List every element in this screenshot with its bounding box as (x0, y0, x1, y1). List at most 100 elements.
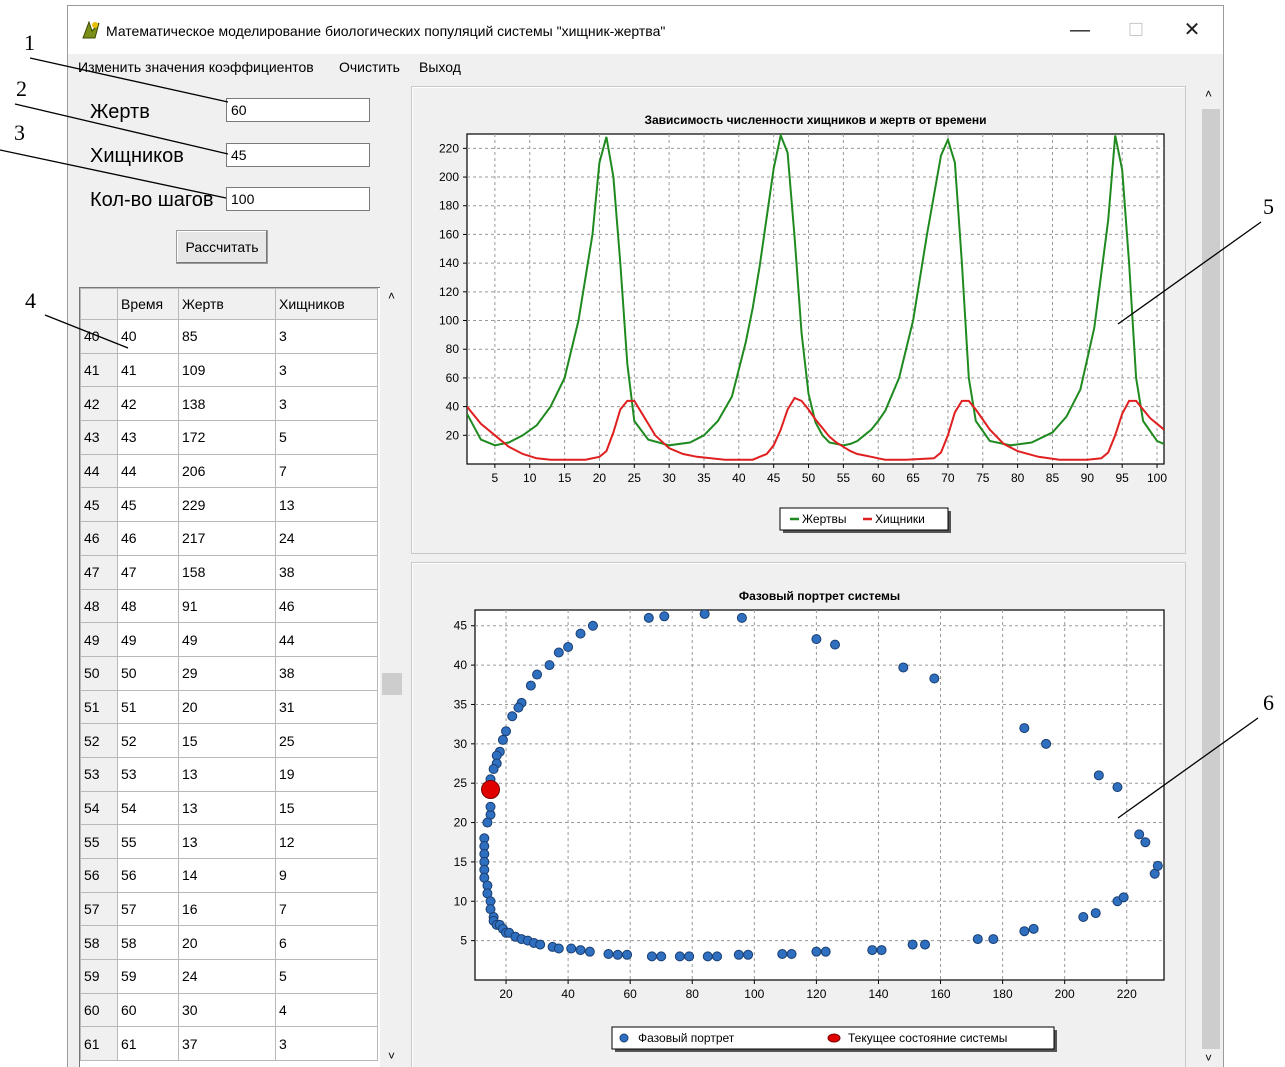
table-row[interactable]: 45 45 229 13 (80, 487, 378, 523)
table-row[interactable]: 42 42 138 3 (80, 386, 378, 422)
table-cell[interactable]: 3 (275, 386, 378, 422)
table-row[interactable]: 54 54 13 15 (80, 790, 378, 826)
table-row[interactable]: 58 58 20 6 (80, 925, 378, 961)
table-scrollbar[interactable]: ˄ ˅ (380, 287, 406, 1067)
table-cell[interactable]: 24 (275, 521, 378, 556)
table-cell[interactable]: 3 (275, 1026, 378, 1062)
table-row[interactable]: 43 43 172 5 (80, 420, 378, 455)
window-scroll-thumb[interactable] (1202, 109, 1220, 1049)
scroll-down-icon[interactable]: ˅ (1205, 1051, 1213, 1065)
table-cell[interactable]: 58 (117, 925, 179, 961)
table-cell[interactable]: 56 (117, 858, 179, 893)
table-cell[interactable]: 46 (275, 588, 378, 624)
table-cell[interactable]: 46 (117, 521, 179, 556)
calculate-button[interactable]: Рассчитать (176, 230, 268, 264)
chart-legend: Фазовый портрет Текущее состояние системы (611, 1026, 1057, 1052)
table-row[interactable]: 51 51 20 31 (80, 689, 378, 725)
table-row[interactable]: 52 52 15 25 (80, 723, 378, 758)
phase-point (699, 610, 710, 619)
table-cell[interactable]: 51 (117, 689, 179, 725)
table-cell[interactable]: 54 (117, 790, 179, 826)
table-row[interactable]: 46 46 217 24 (80, 521, 378, 556)
table-cell[interactable]: 217 (178, 521, 276, 556)
row-header-cell[interactable]: 59 (80, 959, 118, 994)
menu-clear[interactable]: Очистить (339, 59, 400, 75)
x-tick-label: 10 (523, 471, 537, 485)
table-cell[interactable]: 6 (275, 925, 378, 961)
table-row[interactable]: 60 60 30 4 (80, 992, 378, 1028)
table-cell[interactable]: 4 (275, 992, 378, 1028)
row-header-cell[interactable]: 52 (80, 723, 118, 758)
table-cell[interactable]: 52 (117, 723, 179, 758)
table-row[interactable]: 59 59 24 5 (80, 959, 378, 994)
legend-label: Жертвы (802, 512, 847, 526)
table-header-corner (80, 288, 118, 320)
row-header-cell[interactable]: 46 (80, 521, 118, 556)
table-cell[interactable]: 3 (275, 319, 378, 354)
row-header-cell[interactable]: 58 (80, 925, 118, 961)
table-header-predators[interactable]: Хищников (275, 288, 378, 320)
app-icon (82, 20, 100, 39)
table-cell[interactable]: 109 (178, 352, 276, 388)
table-cell[interactable]: 206 (178, 453, 276, 489)
row-header-cell[interactable]: 54 (80, 790, 118, 826)
table-row[interactable]: 61 61 37 3 (80, 1026, 378, 1062)
row-header-cell[interactable]: 51 (80, 689, 118, 725)
row-header-cell[interactable]: 48 (80, 588, 118, 624)
row-header-cell[interactable]: 50 (80, 655, 118, 691)
table-cell[interactable]: 3 (275, 352, 378, 388)
menu-change-coefficients[interactable]: Изменить значения коэффициентов (78, 59, 314, 75)
title-bar[interactable]: Математическое моделирование биологическ… (68, 6, 1223, 54)
window-scrollbar[interactable]: ˄ ˅ (1199, 81, 1223, 1067)
table-cell[interactable]: 7 (275, 891, 378, 927)
table-cell[interactable]: 13 (275, 487, 378, 523)
maximize-button[interactable]: ☐ (1127, 20, 1145, 40)
table-cell[interactable]: 55 (117, 824, 179, 859)
minimize-button[interactable]: — (1070, 19, 1090, 41)
table-cell[interactable]: 13 (178, 756, 276, 792)
phase-point (553, 943, 564, 954)
annotation-2: 2 (16, 76, 27, 101)
table-cell[interactable]: 57 (117, 891, 179, 927)
table-cell[interactable]: 30 (178, 992, 276, 1028)
table-cell[interactable]: 15 (178, 723, 276, 758)
row-header-cell[interactable]: 60 (80, 992, 118, 1028)
table-row[interactable]: 44 44 206 7 (80, 453, 378, 489)
row-header-cell[interactable]: 53 (80, 756, 118, 792)
prey-input[interactable] (226, 98, 370, 122)
table-cell[interactable]: 47 (117, 554, 179, 590)
steps-input[interactable] (226, 187, 370, 211)
table-cell[interactable]: 49 (117, 622, 179, 657)
table-cell[interactable]: 44 (117, 453, 179, 489)
row-header-cell[interactable]: 49 (80, 622, 118, 657)
row-header-cell[interactable]: 44 (80, 453, 118, 489)
table-cell[interactable]: 5 (275, 959, 378, 994)
menu-exit[interactable]: Выход (419, 59, 461, 75)
table-cell[interactable]: 60 (117, 992, 179, 1028)
table-row[interactable]: 53 53 13 19 (80, 756, 378, 792)
table-row[interactable]: 48 48 91 46 (80, 588, 378, 624)
close-button[interactable]: ✕ (1183, 19, 1201, 41)
table-cell[interactable]: 16 (178, 891, 276, 927)
scroll-down-icon[interactable]: ˅ (388, 1049, 396, 1063)
predator-input[interactable] (226, 143, 370, 167)
table-cell[interactable]: 44 (275, 622, 378, 657)
table-cell[interactable]: 31 (275, 689, 378, 725)
table-cell[interactable]: 61 (117, 1026, 179, 1062)
scroll-up-icon[interactable]: ˄ (388, 289, 396, 303)
table-scroll-thumb[interactable] (382, 673, 402, 695)
table-row[interactable]: 57 57 16 7 (80, 891, 378, 927)
table-cell[interactable]: 20 (178, 689, 276, 725)
table-cell[interactable]: 45 (117, 487, 179, 523)
phase-point (1019, 723, 1030, 734)
table-row[interactable]: 50 50 29 38 (80, 655, 378, 691)
row-header-cell[interactable]: 61 (80, 1026, 118, 1062)
table-cell[interactable]: 38 (275, 655, 378, 691)
table-cell[interactable]: 158 (178, 554, 276, 590)
results-table[interactable]: Время Жертв Хищников 40 40 85 3 41 41 109 3 42 42… (79, 287, 406, 1067)
table-header-prey[interactable]: Жертв (178, 288, 276, 320)
scroll-up-icon[interactable]: ˄ (1205, 87, 1213, 101)
table-cell[interactable]: 229 (178, 487, 276, 523)
table-row[interactable]: 40 40 85 3 (80, 319, 378, 354)
